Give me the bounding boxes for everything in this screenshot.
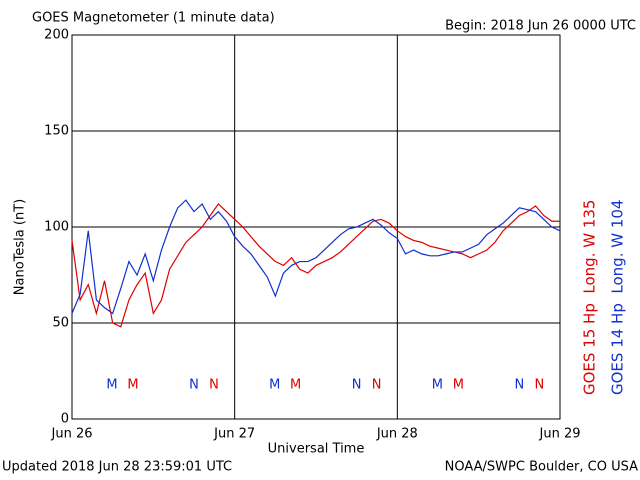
local-time-marker: N	[209, 378, 219, 393]
x-tick-label: Jun 29	[539, 427, 581, 442]
y-tick-label: 150	[44, 124, 69, 139]
local-time-marker: M	[290, 378, 301, 393]
local-time-marker: N	[534, 378, 544, 393]
series-line	[71, 199, 561, 315]
plot-frame	[71, 34, 561, 420]
y-tick-label: 100	[44, 220, 69, 235]
local-time-marker: N	[372, 378, 382, 393]
y-axis-label: NanoTesla (nT)	[13, 199, 28, 295]
x-tick-label: Jun 27	[213, 427, 255, 442]
local-time-marker: M	[432, 378, 443, 393]
x-tick-label: Jun 26	[51, 427, 93, 442]
footer-right: NOAA/SWPC Boulder, CO USA	[445, 460, 638, 475]
local-time-marker: M	[106, 378, 117, 393]
footer-left: Updated 2018 Jun 28 23:59:01 UTC	[2, 460, 232, 475]
y-tick-label: 200	[44, 28, 69, 43]
local-time-marker: M	[127, 378, 138, 393]
local-time-marker: N	[352, 378, 362, 393]
legend-entry: GOES 14 Hp Long. W 104	[609, 200, 627, 395]
chart-title: GOES Magnetometer (1 minute data)	[32, 11, 275, 26]
x-tick-label: Jun 28	[376, 427, 418, 442]
chart-subtitle: Begin: 2018 Jun 26 0000 UTC	[445, 19, 636, 34]
x-axis-label: Universal Time	[268, 442, 365, 457]
y-tick-label: 0	[61, 412, 69, 427]
local-time-marker: N	[514, 378, 524, 393]
legend-entry: GOES 15 Hp Long. W 135	[581, 200, 599, 395]
y-tick-label: 50	[52, 316, 69, 331]
local-time-marker: M	[453, 378, 464, 393]
local-time-marker: M	[269, 378, 280, 393]
series-line	[71, 203, 560, 328]
local-time-marker: N	[189, 378, 199, 393]
